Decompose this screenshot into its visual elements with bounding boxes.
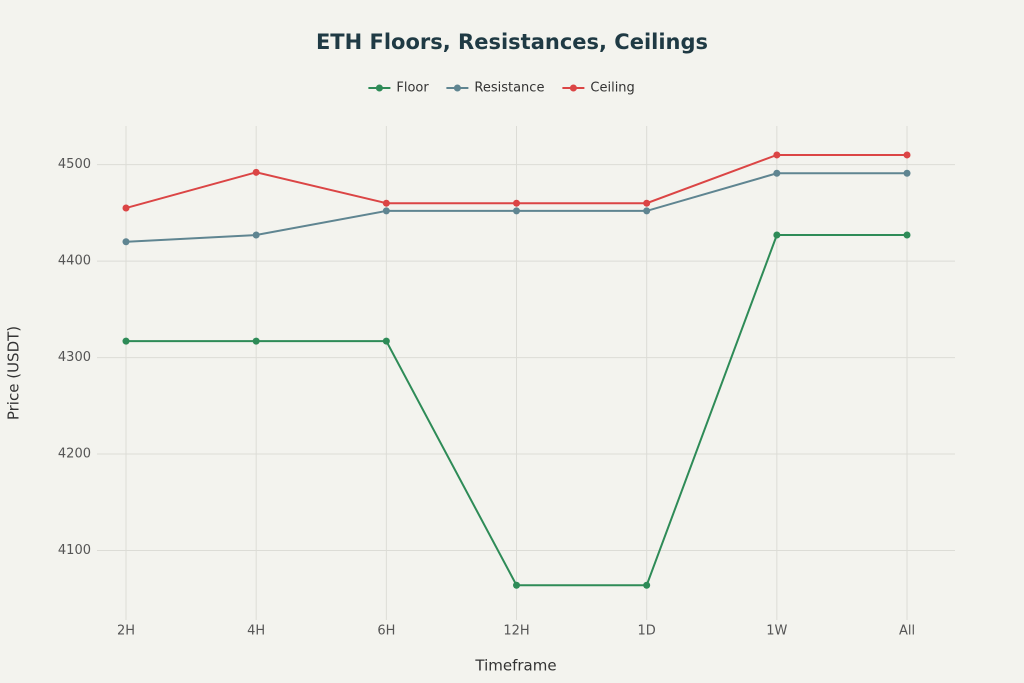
y-tick-label: 4200 [58,447,91,462]
data-point [122,204,130,212]
x-tick-label: 1D [638,624,656,639]
data-point [513,207,521,215]
y-tick-label: 4300 [58,350,91,365]
legend-item: Floor [368,81,429,96]
data-point [643,199,651,207]
y-axis-title: Price (USDT) [5,326,23,420]
legend-label: Floor [396,81,429,96]
data-point [903,231,911,239]
chart-title: ETH Floors, Resistances, Ceilings [316,30,708,54]
legend-label: Resistance [474,81,544,96]
x-axis-title: Timeframe [474,657,556,675]
data-point [252,168,260,176]
data-point [252,231,260,239]
data-point [903,151,911,159]
data-point [773,231,781,239]
legend-item: Ceiling [562,81,635,96]
x-tick-label: 4H [247,624,265,639]
data-point [382,199,390,207]
data-point [252,337,260,345]
x-tick-label: 12H [503,624,529,639]
data-point [122,238,130,246]
data-point [382,207,390,215]
data-point [513,199,521,207]
data-point [643,207,651,215]
legend-marker [453,84,461,92]
legend-item: Resistance [446,81,544,96]
legend-marker [569,84,577,92]
data-point [773,169,781,177]
x-tick-label: 6H [377,624,395,639]
x-tick-label: 2H [117,624,135,639]
data-point [122,337,130,345]
data-point [773,151,781,159]
legend-marker [375,84,383,92]
y-tick-label: 4100 [58,543,91,558]
y-tick-label: 4500 [58,157,91,172]
x-tick-label: All [899,624,915,639]
data-point [513,581,521,589]
legend-label: Ceiling [590,81,634,96]
x-tick-label: 1W [766,624,787,639]
y-tick-label: 4400 [58,254,91,269]
data-point [903,169,911,177]
data-point [382,337,390,345]
data-point [643,581,651,589]
